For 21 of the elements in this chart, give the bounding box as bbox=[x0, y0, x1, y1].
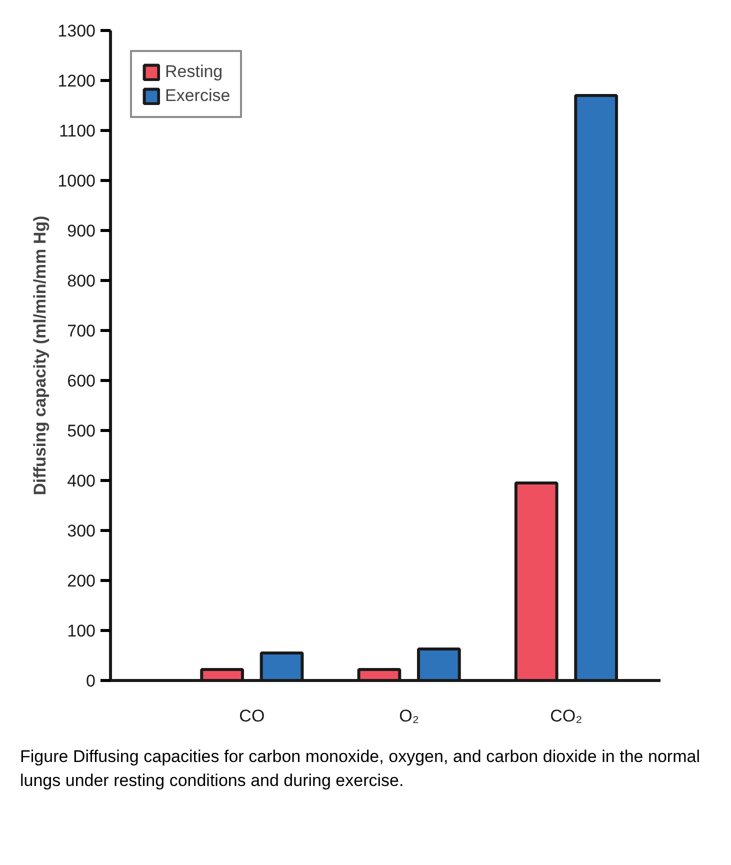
y-tick-label: 400 bbox=[67, 472, 96, 490]
y-tick-label: 900 bbox=[67, 222, 96, 240]
y-tick-label: 1300 bbox=[58, 22, 96, 40]
y-tick-label: 1100 bbox=[58, 122, 96, 140]
y-tick-label: 600 bbox=[67, 372, 96, 390]
y-tick-label: 500 bbox=[67, 422, 96, 440]
y-tick-label: 700 bbox=[67, 322, 96, 340]
y-tick-label: 1000 bbox=[58, 172, 96, 190]
y-tick-label: 1200 bbox=[58, 72, 96, 90]
legend-label: Exercise bbox=[165, 86, 230, 106]
x-tick-label: O₂ bbox=[399, 706, 419, 726]
y-tick-label: 300 bbox=[67, 522, 96, 540]
y-tick-label: 800 bbox=[67, 272, 96, 290]
y-tick-label: 200 bbox=[67, 572, 96, 590]
legend-label: Resting bbox=[165, 62, 223, 82]
x-tick-label: CO₂ bbox=[550, 706, 582, 726]
x-tick-label: CO bbox=[239, 706, 265, 726]
y-tick-label: 100 bbox=[67, 622, 96, 640]
text: Figure Diffusing capacities for carbon monoxide, oxygen, and carbon dioxide in the normal lungs under resting conditions and during exercise. bbox=[20, 746, 700, 792]
y-axis-title: Diffusing capacity (ml/min/mm Hg) bbox=[30, 216, 50, 496]
y-tick-label: 0 bbox=[86, 672, 96, 690]
